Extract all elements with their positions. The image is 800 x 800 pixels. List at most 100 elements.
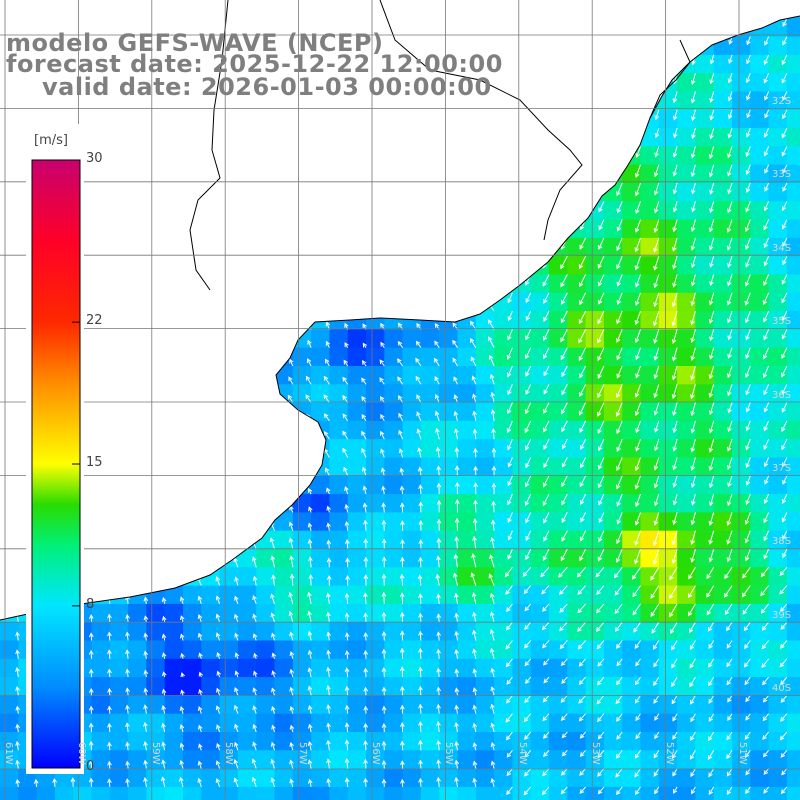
wind-arrow: [542, 603, 550, 612]
wind-arrow: [634, 256, 641, 271]
wind-cell: [768, 311, 788, 330]
wind-arrow: [436, 759, 441, 769]
wind-arrow: [653, 182, 660, 196]
wind-cell: [402, 658, 422, 678]
wind-arrow: [252, 575, 258, 586]
wind-cell: [219, 695, 239, 715]
wind-arrow: [709, 91, 715, 103]
wind-arrow: [381, 778, 387, 787]
wind-cell: [237, 622, 257, 642]
colorbar-tick-label: 15: [86, 455, 103, 470]
wind-cell: [311, 475, 330, 495]
wind-arrow: [363, 632, 369, 641]
wind-cell: [219, 640, 239, 660]
wind-arrow: [362, 502, 368, 513]
wind-cell: [567, 475, 587, 495]
longitude-label: 54W: [516, 742, 528, 765]
wind-arrow: [597, 274, 605, 287]
wind-cell: [732, 237, 751, 257]
wind-arrow: [707, 621, 715, 632]
wind-cell: [457, 494, 477, 513]
wind-cell: [567, 420, 587, 440]
wind-cell: [512, 366, 532, 385]
wind-cell: [713, 622, 733, 642]
wind-arrow: [381, 667, 387, 678]
wind-cell: [146, 640, 166, 660]
wind-arrow: [560, 329, 568, 343]
wind-cell: [384, 622, 404, 642]
wind-arrow: [143, 632, 149, 641]
wind-cell: [530, 402, 550, 422]
wind-arrow: [782, 109, 788, 120]
wind-cell: [91, 732, 111, 751]
wind-arrow: [161, 759, 166, 769]
wind-arrow: [741, 585, 751, 598]
wind-arrow: [580, 438, 587, 450]
wind-arrow: [326, 778, 332, 787]
wind-arrow: [197, 613, 203, 623]
wind-arrow: [542, 713, 550, 722]
wind-cell: [768, 183, 788, 202]
wind-arrow: [399, 685, 405, 696]
wind-arrow: [615, 750, 623, 759]
wind-cell: [219, 658, 239, 678]
wind-cell: [439, 512, 459, 532]
wind-cell: [622, 439, 642, 459]
wind-cell: [713, 237, 733, 257]
wind-arrow: [615, 548, 623, 563]
wind-cell: [585, 457, 605, 477]
wind-arrow: [418, 777, 423, 787]
wind-arrow: [542, 493, 550, 507]
wind-arrow: [634, 530, 641, 546]
wind-cell: [475, 457, 495, 477]
wind-cell: [146, 677, 166, 696]
wind-cell: [732, 366, 751, 385]
wind-cell: [640, 347, 660, 367]
wind-cell: [109, 713, 129, 733]
wind-arrow: [143, 687, 149, 696]
wind-arrow: [653, 493, 660, 507]
wind-cell: [786, 402, 800, 422]
wind-arrow: [690, 548, 696, 563]
wind-arrow: [197, 777, 202, 788]
wind-arrow: [760, 585, 769, 597]
wind-cell: [274, 732, 294, 751]
wind-arrow: [615, 695, 623, 705]
wind-cell: [677, 109, 696, 129]
wind-arrow: [400, 760, 405, 769]
wind-arrow: [614, 621, 623, 632]
wind-cell: [109, 750, 129, 770]
wind-cell: [347, 640, 367, 660]
wind-cell: [768, 402, 788, 422]
wind-arrow: [671, 658, 678, 669]
wind-arrow: [596, 402, 605, 417]
wind-cell: [768, 256, 788, 276]
wind-cell: [786, 549, 800, 568]
wind-arrow: [781, 72, 788, 84]
wind-cell: [786, 18, 800, 38]
wind-cell: [640, 292, 660, 312]
wind-cell: [640, 201, 660, 221]
wind-arrow: [505, 585, 513, 595]
wind-arrow: [690, 402, 696, 417]
wind-cell: [786, 439, 800, 459]
wind-cell: [366, 677, 385, 696]
wind-arrow: [179, 776, 184, 788]
wind-arrow: [15, 778, 21, 787]
wind-arrow: [453, 376, 458, 385]
wind-arrow: [435, 427, 440, 440]
wind-arrow: [634, 274, 641, 288]
wind-arrow: [344, 520, 350, 531]
wind-cell: [786, 786, 800, 800]
wind-arrow: [325, 467, 330, 477]
wind-arrow: [270, 777, 276, 788]
wind-arrow: [436, 667, 441, 678]
wind-cell: [677, 677, 696, 696]
wind-arrow: [708, 713, 715, 722]
wind-cell: [475, 384, 495, 404]
wind-arrow: [507, 292, 513, 304]
wind-arrow: [616, 329, 623, 344]
wind-arrow: [490, 667, 495, 678]
wind-cell: [384, 768, 404, 788]
